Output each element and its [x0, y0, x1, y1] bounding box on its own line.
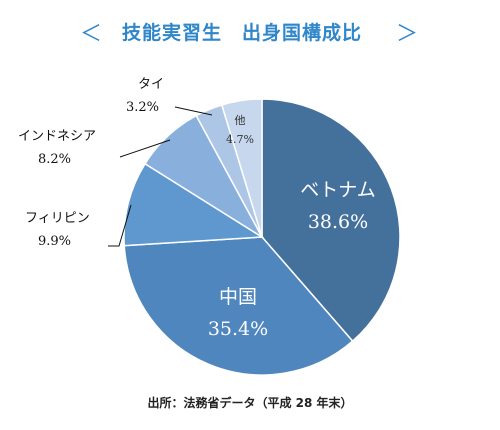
pie-slice-vietnam	[261, 98, 401, 343]
pie-slice-other	[220, 98, 263, 238]
source-note: 出所：法務省データ（平成 28 年末）	[147, 396, 353, 410]
slice-value-other: 4.7%	[226, 133, 254, 146]
pie-slice-philippines	[123, 162, 265, 247]
slice-value-vietnam: 38.6%	[308, 211, 368, 233]
slice-value-china: 35.4%	[208, 318, 268, 340]
slice-label-vietnam: ベトナム	[300, 179, 375, 201]
pie-slice-china	[123, 236, 354, 376]
previous-arrow-icon[interactable]: ＜	[80, 22, 103, 47]
slice-label-other: 他	[235, 114, 246, 127]
leader-line-indonesia	[119, 139, 171, 158]
slice-label-thailand: タイ	[138, 77, 164, 92]
title-bar: ＜ 技能実習生 出身国構成比 ＞	[0, 12, 500, 47]
slice-label-china: 中国	[219, 286, 257, 308]
slice-value-philippines: 9.9%	[38, 234, 71, 249]
slice-value-thailand: 3.2%	[126, 100, 159, 115]
slice-label-indonesia: インドネシア	[18, 129, 96, 144]
leader-line-philippines	[108, 204, 132, 247]
chart-title: 技能実習生 出身国構成比	[122, 22, 363, 44]
next-arrow-icon[interactable]: ＞	[396, 22, 419, 47]
slice-value-indonesia: 8.2%	[38, 152, 71, 167]
slice-label-philippines: フィリピン	[25, 211, 90, 226]
leader-line-thailand	[174, 106, 213, 116]
